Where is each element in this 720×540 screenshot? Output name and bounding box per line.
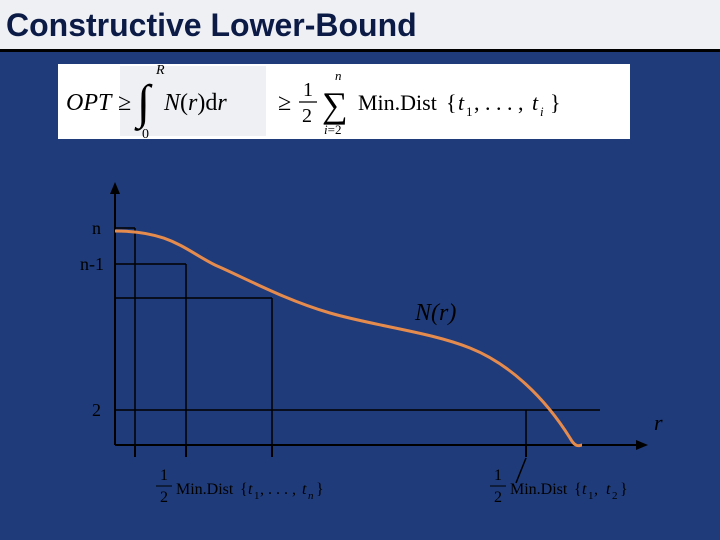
bl-half-num: 1 <box>160 467 168 484</box>
br-comma: , <box>594 481 598 498</box>
chart-g: n n-1 2 N(r) r 1 2 Min.Dist { t 1 , . . … <box>80 182 663 506</box>
br-half-num: 1 <box>494 467 502 484</box>
bl-brace-l: { <box>240 481 248 498</box>
bl-t1: t <box>248 481 253 498</box>
x-axis-arrow <box>636 440 648 450</box>
bl-tn: t <box>302 481 307 498</box>
br-brace-l: { <box>574 481 582 498</box>
ylabel-n: n <box>92 218 101 238</box>
br-t2: t <box>606 481 611 498</box>
bl-t1-sub: 1 <box>254 490 260 502</box>
br-t1-sub: 1 <box>588 490 594 502</box>
bl-mindist: Min.Dist <box>176 481 234 498</box>
bl-dots: , . . . , <box>260 481 296 498</box>
br-brace-r: } <box>620 481 628 498</box>
br-mindist: Min.Dist <box>510 481 568 498</box>
br-half-den: 2 <box>494 489 502 506</box>
br-t1: t <box>582 481 587 498</box>
pointer-right <box>516 458 526 483</box>
bottom-label-right: 1 2 Min.Dist { t 1 , t 2 } <box>490 467 628 506</box>
ylabel-n1: n-1 <box>80 254 104 274</box>
ylabel-2: 2 <box>92 400 101 420</box>
bl-brace-r: } <box>316 481 324 498</box>
bottom-label-left: 1 2 Min.Dist { t 1 , . . . , t n } <box>156 467 324 506</box>
chart: n n-1 2 N(r) r 1 2 Min.Dist { t 1 , . . … <box>0 0 720 540</box>
nr-curve <box>115 231 582 446</box>
bl-half-den: 2 <box>160 489 168 506</box>
bl-tn-sub: n <box>308 490 314 502</box>
slide-root: Constructive Lower-Bound OPT ≥ ∫ R 0 N(r… <box>0 0 720 540</box>
br-t2-sub: 2 <box>612 490 618 502</box>
nr-label: N(r) <box>414 300 456 326</box>
y-axis-arrow <box>110 182 120 194</box>
r-label: r <box>654 410 663 435</box>
